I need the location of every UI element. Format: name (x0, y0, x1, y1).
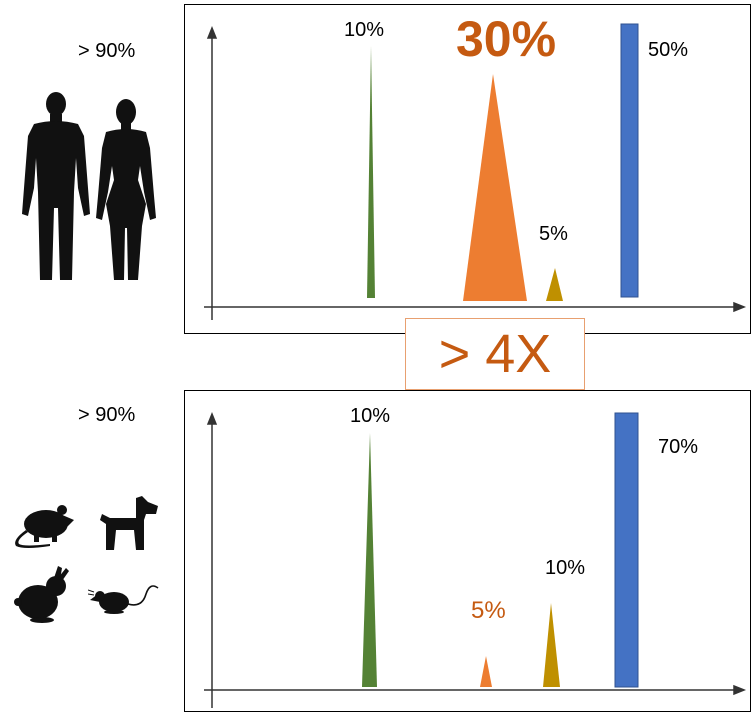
peak-3-top (546, 268, 563, 301)
peak-3-bottom-label: 10% (545, 557, 586, 579)
human-percent-label: > 90% (78, 40, 136, 62)
peak-1-bottom (362, 433, 377, 687)
fold-difference-box: > 4X (405, 318, 585, 390)
rabbit-icon (14, 566, 69, 623)
peak-3-bottom (543, 603, 560, 687)
man-icon (22, 92, 90, 280)
peak-2-top (463, 74, 527, 301)
woman-icon (96, 99, 156, 280)
dog-icon (100, 496, 158, 550)
peak-2-bottom-label: 5% (471, 597, 506, 624)
peak-1-top (367, 46, 375, 298)
peak-4-top-label: 50% (648, 39, 689, 61)
peak-1-bottom-label: 10% (350, 405, 391, 427)
peak-2-bottom (480, 656, 492, 687)
peak-4-bottom-label: 70% (658, 436, 699, 458)
peak-3-top-label: 5% (539, 223, 568, 245)
rat-icon (15, 505, 74, 548)
animal-percent-label: > 90% (78, 404, 136, 426)
peak-4-top (620, 23, 639, 298)
peak-1-top-label: 10% (344, 19, 385, 41)
fold-difference-text: > 4X (438, 324, 552, 384)
peak-4-bottom (614, 412, 639, 688)
mouse-icon (88, 585, 159, 614)
animal-chromatogram-panel (184, 390, 751, 712)
peak-2-top-label: 30% (456, 11, 557, 67)
